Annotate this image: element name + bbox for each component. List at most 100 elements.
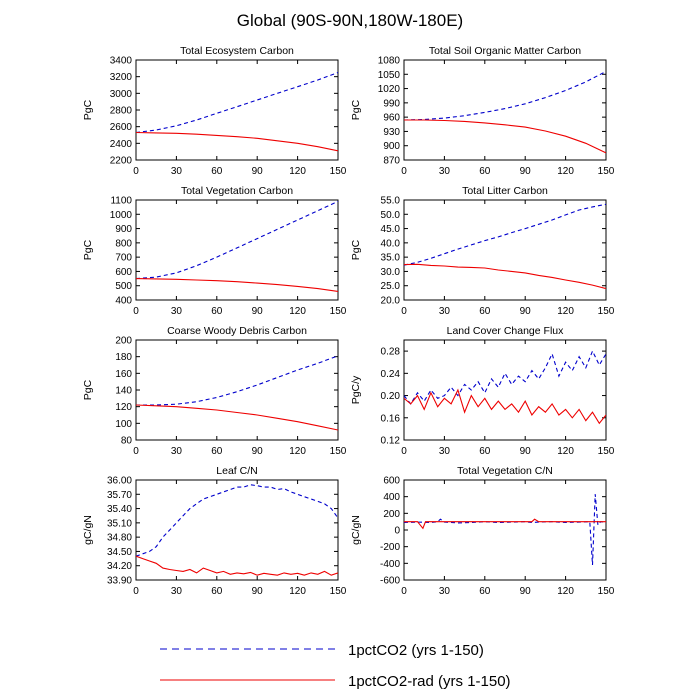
- x-tick-label: 30: [171, 306, 183, 317]
- y-tick-label: 990: [383, 98, 400, 109]
- series-line-1pctco2: [404, 70, 606, 121]
- x-tick-label: 90: [252, 446, 264, 457]
- x-tick-label: 30: [171, 446, 183, 457]
- y-tick-label: 900: [115, 224, 132, 235]
- y-tick-label: 35.70: [107, 490, 132, 501]
- x-tick-label: 0: [133, 586, 139, 597]
- chart-title: Total Litter Carbon: [462, 185, 548, 197]
- series-line-1pctco2-rad: [136, 555, 338, 576]
- series-line-1pctco2: [404, 494, 606, 566]
- chart-title: Total Vegetation Carbon: [181, 185, 293, 197]
- x-tick-label: 60: [211, 166, 223, 177]
- x-tick-label: 60: [479, 166, 491, 177]
- y-tick-label: 45.0: [381, 224, 401, 235]
- x-tick-label: 60: [479, 586, 491, 597]
- y-tick-label: 0.12: [381, 436, 401, 447]
- y-tick-label: 34.20: [107, 561, 132, 572]
- y-tick-label: 1100: [110, 196, 132, 207]
- y-tick-label: 36.00: [107, 476, 132, 487]
- plot-frame: [135, 199, 339, 301]
- y-tick-label: 40.0: [381, 238, 401, 249]
- y-tick-label: 120: [115, 402, 132, 413]
- series-line-1pctco2-rad: [404, 388, 606, 425]
- series-line-1pctco2: [136, 200, 338, 280]
- y-tick-label: 2800: [110, 106, 133, 117]
- x-tick-label: 150: [598, 306, 615, 317]
- x-tick-label: 30: [171, 586, 183, 597]
- x-tick-label: 120: [557, 446, 574, 457]
- figure-title: Global (90S-90N,180W-180E): [237, 11, 463, 30]
- x-tick-label: 150: [598, 166, 615, 177]
- x-tick-label: 120: [289, 586, 306, 597]
- series-line-1pctco2: [404, 349, 606, 405]
- series-line-1pctco2-rad: [404, 518, 606, 530]
- y-tick-label: 25.0: [381, 281, 401, 292]
- x-tick-label: 60: [211, 306, 223, 317]
- chart-panel: Total Vegetation C/N 0 30 60 90 120 150 -600 -40…: [350, 465, 615, 597]
- x-tick-label: 60: [211, 446, 223, 457]
- x-tick-label: 150: [330, 446, 347, 457]
- y-tick-label: 35.40: [107, 504, 132, 515]
- x-tick-label: 150: [598, 446, 615, 457]
- y-tick-label: 180: [115, 352, 132, 363]
- y-axis-label: PgC: [350, 99, 362, 120]
- x-tick-label: 90: [520, 306, 532, 317]
- y-tick-label: 34.50: [107, 547, 132, 558]
- y-tick-label: 0: [394, 526, 400, 537]
- x-tick-label: 90: [520, 446, 532, 457]
- series-line-1pctco2-rad: [136, 131, 338, 152]
- x-tick-label: 90: [252, 586, 264, 597]
- x-tick-label: 90: [252, 306, 264, 317]
- y-tick-label: 870: [383, 156, 400, 167]
- y-tick-label: 0.20: [381, 391, 401, 402]
- x-tick-label: 120: [557, 586, 574, 597]
- y-tick-label: 0.24: [381, 369, 401, 380]
- y-tick-label: 1020: [378, 84, 401, 95]
- x-tick-label: 120: [289, 306, 306, 317]
- y-tick-label: 400: [383, 492, 400, 503]
- y-tick-label: 20.0: [381, 296, 401, 307]
- y-tick-label: 2400: [110, 139, 133, 150]
- x-tick-label: 30: [439, 446, 451, 457]
- x-tick-label: 150: [330, 306, 347, 317]
- y-tick-label: 3200: [110, 72, 133, 83]
- y-tick-label: 0.28: [381, 347, 401, 358]
- y-tick-label: 140: [115, 386, 132, 397]
- y-tick-label: 600: [383, 476, 400, 487]
- y-axis-label: PgC: [82, 379, 94, 400]
- plot-frame: [135, 479, 339, 581]
- x-tick-label: 120: [289, 446, 306, 457]
- plot-frame: [135, 339, 339, 441]
- x-tick-label: 150: [330, 166, 347, 177]
- x-tick-label: 0: [133, 166, 139, 177]
- series-line-1pctco2-rad: [404, 263, 606, 290]
- y-axis-label: gC/gN: [350, 515, 362, 545]
- y-tick-label: 33.90: [107, 576, 132, 587]
- y-axis-label: PgC: [350, 239, 362, 260]
- y-axis-label: gC/gN: [82, 515, 94, 545]
- x-tick-label: 30: [439, 166, 451, 177]
- y-tick-label: 200: [115, 336, 132, 347]
- x-tick-label: 0: [401, 446, 407, 457]
- y-tick-label: 30.0: [381, 267, 401, 278]
- plot-frame: [403, 339, 607, 441]
- y-tick-label: 80: [121, 436, 133, 447]
- series-line-1pctco2: [136, 484, 338, 557]
- x-tick-label: 60: [479, 446, 491, 457]
- chart-panel: Leaf C/N 0 30 60 90 120 150 33.90 34.20 34.50 34.8…: [82, 465, 347, 597]
- chart-panel: Land Cover Change Flux 0 30 60 90 120 150 0.12 0…: [350, 325, 615, 457]
- y-tick-label: 3400: [110, 56, 133, 67]
- y-tick-label: 50.0: [381, 210, 401, 221]
- x-tick-label: 0: [401, 166, 407, 177]
- y-tick-label: -200: [380, 542, 400, 553]
- y-tick-label: 600: [115, 267, 132, 278]
- plot-frame: [403, 479, 607, 581]
- y-tick-label: 2200: [110, 156, 133, 167]
- legend: 1pctCO2 (yrs 1-150) 1pctCO2-rad (yrs 1-1…: [160, 642, 511, 690]
- series-line-1pctco2-rad: [136, 278, 338, 292]
- chart-panel: Total Litter Carbon 0 30 60 90 120 150 20.0 25.0…: [350, 185, 615, 317]
- x-tick-label: 30: [439, 306, 451, 317]
- plot-frame: [403, 199, 607, 301]
- y-tick-label: 55.0: [381, 196, 401, 207]
- y-tick-label: 3000: [110, 89, 133, 100]
